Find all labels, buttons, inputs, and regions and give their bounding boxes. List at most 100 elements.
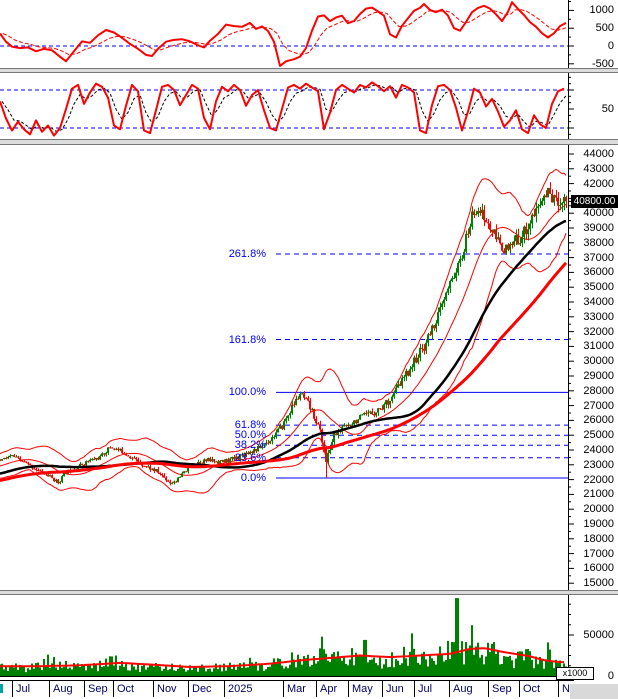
y-axis-label: 500	[595, 22, 614, 35]
momentum-line	[0, 1, 567, 67]
volume-ma-line	[0, 647, 564, 668]
panel-splitter[interactable]	[0, 68, 618, 73]
y-axis-label: 37000	[583, 251, 614, 264]
fib-level-label: 261.8%	[228, 248, 266, 261]
fib-level-label: 61.8%	[234, 419, 266, 432]
y-axis-label: 0	[607, 40, 614, 52]
month-tick	[519, 681, 520, 697]
volume-panel[interactable]: 50000 0	[0, 595, 618, 682]
month-label: Jul	[418, 683, 433, 695]
stochastic-line	[0, 81, 565, 137]
y-axis-label: 25000	[583, 429, 614, 442]
stochastic-signal-line	[1, 84, 567, 132]
y-axis-label: 36000	[583, 266, 614, 279]
y-axis-label: 22000	[583, 473, 614, 486]
y-axis-label: 40000	[583, 207, 614, 220]
last-price-badge: 40800.00	[571, 195, 618, 208]
fib-level-label: 50.0%	[234, 429, 266, 442]
month-tick	[382, 681, 383, 697]
month-label: Mar	[287, 683, 306, 695]
month-label: Aug	[53, 683, 73, 695]
month-tick	[49, 681, 50, 697]
price-plot[interactable]	[0, 145, 618, 590]
stochastic-plot[interactable]	[0, 73, 618, 139]
momentum-plot[interactable]	[0, 0, 618, 68]
month-label: Dec	[192, 683, 212, 695]
y-axis-label: 24000	[583, 444, 614, 456]
y-axis-label: 23000	[583, 458, 614, 471]
month-label: Jun	[386, 683, 404, 695]
y-axis-label: 15000	[583, 577, 614, 590]
volume-plot[interactable]	[0, 595, 618, 680]
bollinger-lower-band	[0, 233, 567, 494]
fib-level-label: 23.6%	[234, 451, 266, 464]
month-tick	[153, 681, 154, 697]
month-label: Jul	[16, 683, 31, 695]
y-axis-label: 50000	[583, 629, 614, 641]
y-axis-label: 32000	[583, 325, 614, 338]
candlesticks	[0, 182, 567, 486]
month-label: Apr	[320, 683, 338, 695]
momentum-signal-line	[2, 9, 570, 56]
y-axis-label: 18000	[583, 532, 614, 545]
ma-long-red-line	[0, 261, 568, 482]
month-label: Nov	[157, 683, 177, 695]
y-axis-label: 26000	[583, 414, 614, 427]
month-tick	[224, 681, 225, 697]
month-label: Sep	[492, 683, 512, 695]
y-axis-label: 35000	[583, 281, 614, 294]
axis-corner	[570, 684, 618, 699]
bollinger-middle-band	[0, 203, 567, 476]
bollinger-upper-band	[0, 168, 567, 462]
month-tick	[316, 681, 317, 697]
month-label: 2025	[228, 683, 253, 695]
volume-bars	[0, 598, 567, 676]
month-tick	[12, 681, 13, 697]
panel-splitter[interactable]	[0, 139, 618, 145]
y-axis-label: 38000	[583, 236, 614, 249]
month-label: Oct	[523, 683, 541, 695]
y-axis-label: 29000	[583, 370, 614, 382]
fib-level-label: 38.2%	[234, 439, 266, 452]
time-axis: Jul Aug Sep Oct Nov Dec 2025 Mar Apr May Jun Jul Aug…	[0, 680, 618, 699]
fib-level-label: 161.8%	[228, 333, 266, 346]
month-tick	[348, 681, 349, 697]
month-label: Aug	[453, 683, 473, 695]
volume-multiplier-label: x1000	[556, 667, 594, 680]
y-axis-label: 0	[607, 670, 614, 682]
y-axis-label: 33000	[583, 310, 614, 323]
month-label: Oct	[117, 683, 135, 695]
fib-level-label: 100.0%	[228, 386, 266, 399]
y-axis-label: 34000	[583, 296, 614, 308]
y-axis-label: 19000	[583, 518, 614, 530]
y-axis-label: 44000	[583, 148, 614, 160]
panel-splitter[interactable]	[0, 590, 618, 595]
month-tick	[449, 681, 450, 697]
y-axis-label: 28000	[583, 384, 614, 397]
x-axis-line	[0, 680, 574, 681]
price-panel[interactable]: 261.8% 161.8% 100.0% 61.8% 50.0% 38.2% 23.6% 0.…	[0, 145, 618, 590]
indicator-panel-stochastic[interactable]: 50	[0, 73, 618, 139]
clipped-label-mark	[0, 684, 3, 693]
month-tick	[113, 681, 114, 697]
fibonacci-lines	[276, 253, 568, 479]
y-axis-label: 20000	[583, 503, 614, 516]
y-axis-label: 21000	[583, 488, 614, 501]
fib-level-label: 0.0%	[240, 471, 266, 484]
month-tick	[558, 681, 559, 697]
month-tick	[488, 681, 489, 697]
month-tick	[84, 681, 85, 697]
y-axis-label: 30000	[583, 355, 614, 368]
month-tick	[414, 681, 415, 697]
y-axis-label: 43000	[583, 162, 614, 175]
month-tick	[283, 681, 284, 697]
y-axis-label: 27000	[583, 399, 614, 412]
y-axis-label: 1000	[589, 4, 614, 17]
y-axis-label: 17000	[583, 547, 614, 560]
indicator-panel-momentum[interactable]: 1000 500 0 -500	[0, 0, 618, 70]
month-label: N	[562, 683, 570, 695]
month-label: May	[352, 683, 373, 695]
ma-medium-black-line	[0, 219, 567, 475]
y-axis-label: 50	[601, 102, 614, 115]
y-axis-label: 31000	[583, 340, 614, 353]
